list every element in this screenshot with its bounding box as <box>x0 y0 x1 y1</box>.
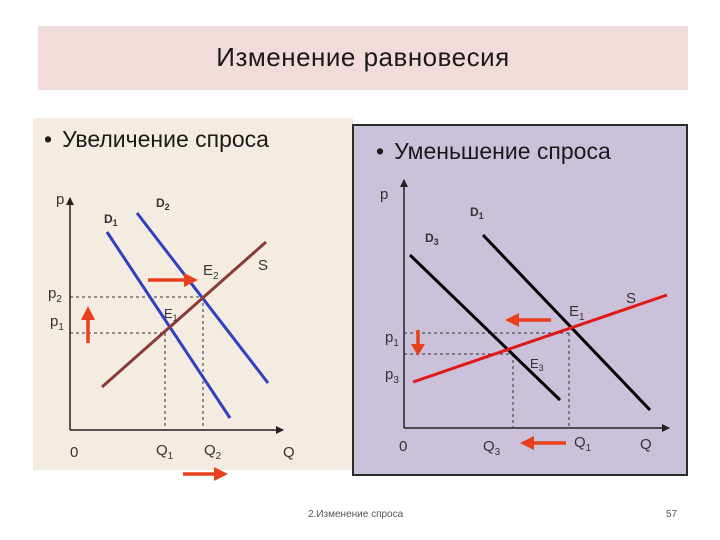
footer-caption: 2.Изменение спроса <box>308 509 404 520</box>
left-p2-label: p2 <box>48 285 62 305</box>
left-q-label: Q <box>283 444 295 461</box>
left-p1-label: p1 <box>50 313 64 333</box>
right-s-label: S <box>626 290 636 307</box>
right-origin-label: 0 <box>399 438 407 455</box>
right-p1-label: p1 <box>385 329 399 349</box>
right-diagram: p D1 D3 E1 S p1 p3 E3 0 Q3 Q1 Q <box>380 179 670 458</box>
right-q3-label: Q3 <box>483 438 501 458</box>
right-heading: • Уменьшение спроса <box>376 138 611 165</box>
right-heading-text: Уменьшение спроса <box>394 138 611 164</box>
page-number: 57 <box>666 509 678 520</box>
left-d1-label: D1 <box>104 212 118 228</box>
bullet-icon: • <box>44 126 53 152</box>
right-p-label: p <box>380 186 388 203</box>
right-q1-label: Q1 <box>574 434 592 454</box>
left-demand-d1-line <box>105 231 232 419</box>
right-demand-d1-line <box>481 233 652 412</box>
left-heading: • Увеличение спроса <box>44 126 269 153</box>
left-heading-text: Увеличение спроса <box>62 126 269 152</box>
right-q-label: Q <box>640 436 652 453</box>
right-d1-label: D1 <box>470 205 484 221</box>
right-e3-label: E3 <box>530 356 544 373</box>
arrow-right-icon <box>148 273 198 287</box>
title-band: Изменение равновесия <box>38 26 688 90</box>
right-e1-label: E1 <box>569 303 585 323</box>
right-panel <box>352 124 688 476</box>
left-s-label: S <box>258 257 268 274</box>
arrow-down-icon <box>411 330 425 356</box>
left-d2-label: D2 <box>156 196 170 212</box>
left-q2-label: Q2 <box>204 442 222 462</box>
left-p-label: p <box>56 191 64 208</box>
arrow-right-icon <box>183 467 228 481</box>
arrow-left-icon <box>505 313 551 327</box>
left-e1-label: E1 <box>164 306 178 323</box>
left-diagram: p D1 D2 E2 S p2 p1 E1 0 Q1 Q2 Q <box>48 191 295 481</box>
right-demand-d3-line <box>408 253 562 402</box>
left-q1-label: Q1 <box>156 442 174 462</box>
bullet-icon: • <box>376 138 385 164</box>
arrow-up-icon <box>81 306 95 343</box>
left-panel <box>33 118 353 470</box>
right-p3-label: p3 <box>385 366 399 386</box>
left-supply-line <box>101 240 267 389</box>
left-e2-label: E2 <box>203 262 219 282</box>
right-d3-label: D3 <box>425 231 439 247</box>
right-supply-line <box>412 293 668 384</box>
arrow-left-icon <box>520 436 566 450</box>
left-origin-label: 0 <box>70 444 78 461</box>
page-title: Изменение равновесия <box>216 42 510 72</box>
